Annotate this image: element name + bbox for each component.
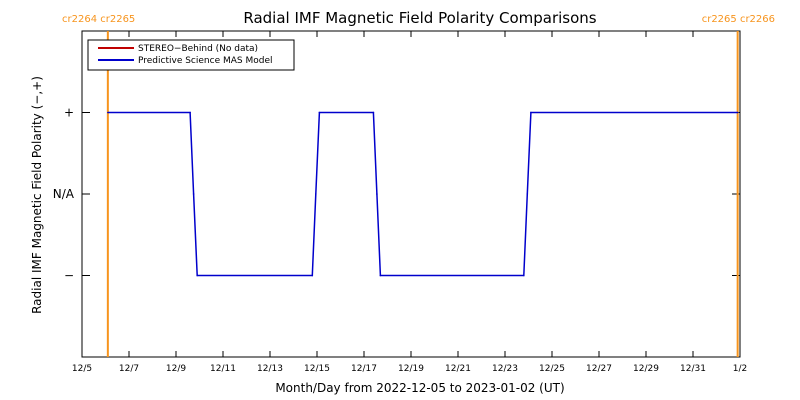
x-tick-label: 1/2 xyxy=(733,364,747,374)
carrington-markers xyxy=(106,31,739,357)
series-line-mas xyxy=(107,111,738,277)
chart-title: Radial IMF Magnetic Field Polarity Compa… xyxy=(243,9,596,27)
series-point xyxy=(318,111,321,114)
series-layer xyxy=(107,111,739,277)
cr-label-left: cr2264 cr2265 xyxy=(62,14,135,25)
x-tick-label: 12/29 xyxy=(633,364,659,374)
series-point xyxy=(315,193,317,195)
series-point xyxy=(379,274,382,277)
series-point xyxy=(372,111,375,114)
x-axis-title: Month/Day from 2022-12-05 to 2023-01-02 … xyxy=(275,381,564,395)
x-tick-label: 12/31 xyxy=(680,364,706,374)
cr-label-right: cr2265 cr2266 xyxy=(702,14,775,25)
y-tick-label: N/A xyxy=(53,187,75,201)
x-tick-label: 12/19 xyxy=(398,364,424,374)
y-tick-label: + xyxy=(64,106,74,120)
series-point xyxy=(196,274,198,277)
legend-label-stereo: STEREO−Behind (No data) xyxy=(138,44,258,54)
series-point xyxy=(523,274,525,277)
series-point xyxy=(311,274,314,277)
legend-label-mas: Predictive Science MAS Model xyxy=(138,56,273,66)
series-point xyxy=(192,193,195,195)
series-point xyxy=(530,111,532,114)
x-tick-label: 12/13 xyxy=(257,364,283,374)
x-tick-label: 12/11 xyxy=(210,364,236,374)
legend-box xyxy=(87,39,295,71)
legend: STEREO−Behind (No data) Predictive Scien… xyxy=(87,39,295,71)
series-point xyxy=(376,193,378,195)
y-axis-title: Radial IMF Magnetic Field Polarity (−,+) xyxy=(30,76,44,314)
x-tick-label: 12/7 xyxy=(119,364,139,374)
series-point xyxy=(107,111,109,114)
x-tick-label: 12/9 xyxy=(166,364,186,374)
series-point xyxy=(526,193,529,195)
x-tick-label: 12/25 xyxy=(539,364,565,374)
x-tick-label: 12/17 xyxy=(351,364,377,374)
x-tick-label: 12/21 xyxy=(445,364,471,374)
x-axis-ticks: 12/5 12/7 12/9 12/11 12/13 12/15 12/17 12/19 12/… xyxy=(72,31,747,374)
x-tick-label: 12/5 xyxy=(72,364,92,374)
y-axis-ticks: + N/A − xyxy=(53,106,740,283)
x-tick-label: 12/15 xyxy=(304,364,330,374)
y-tick-label: − xyxy=(64,269,74,283)
x-tick-label: 12/23 xyxy=(492,364,518,374)
series-point xyxy=(189,111,191,114)
x-tick-label: 12/27 xyxy=(586,364,612,374)
series-point xyxy=(736,111,739,114)
plot-frame xyxy=(81,30,741,358)
